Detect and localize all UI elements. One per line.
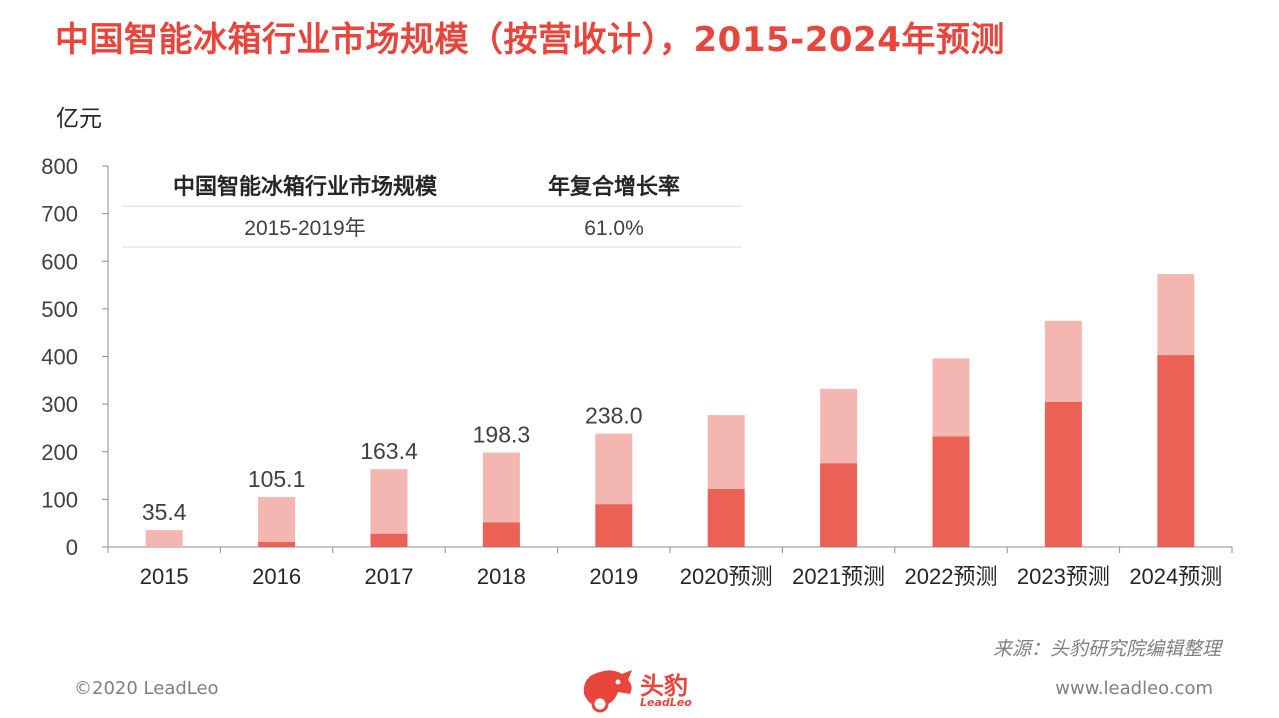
y-tick-label: 500 — [41, 297, 78, 322]
x-tick-label: 2020预测 — [680, 564, 773, 589]
y-axis-label: 亿元 — [56, 105, 102, 131]
bar-segment-upper — [707, 415, 745, 489]
data-label: 163.4 — [360, 438, 418, 464]
data-label: 198.3 — [473, 422, 531, 448]
y-tick-label: 800 — [41, 154, 78, 179]
cagr-header-rate: 年复合增长率 — [548, 174, 680, 199]
y-tick-label: 200 — [41, 440, 78, 465]
x-tick-label: 2017 — [365, 564, 414, 589]
bar-segment-upper — [145, 530, 183, 547]
bar-segment-lower — [1044, 401, 1082, 547]
bar-segment-lower — [258, 541, 296, 547]
page-title: 中国智能冰箱行业市场规模（按营收计），2015-2024年预测 — [55, 20, 1005, 60]
copyright-text: ©2020 LeadLeo — [74, 678, 219, 699]
bar-segment-upper — [258, 496, 296, 542]
x-tick-label: 2016 — [252, 564, 301, 589]
x-tick-label: 2015 — [140, 564, 189, 589]
data-label: 35.4 — [142, 499, 187, 525]
bar-segment-upper — [820, 388, 858, 464]
source-note: 来源：头豹研究院编辑整理 — [992, 638, 1221, 660]
y-tick-label: 0 — [66, 535, 78, 560]
bar-segment-lower — [820, 463, 858, 547]
bar-segment-upper — [482, 452, 520, 523]
bar-segment-lower — [707, 488, 745, 547]
bar-segment-lower — [1157, 355, 1195, 547]
cagr-period: 2015-2019年 — [244, 217, 365, 240]
y-tick-label: 100 — [41, 487, 78, 512]
x-tick-label: 2022预测 — [905, 564, 998, 589]
y-tick-label: 600 — [41, 249, 78, 274]
bar-segment-lower — [595, 504, 633, 547]
cagr-table-bg — [122, 168, 742, 248]
y-tick-label: 400 — [41, 345, 78, 370]
data-label: 238.0 — [585, 403, 643, 429]
bar-segment-lower — [370, 533, 408, 547]
logo-name: 头豹 — [640, 672, 688, 700]
bar-segment-lower — [482, 522, 520, 547]
bar-segment-lower — [932, 436, 970, 547]
leopard-icon — [583, 670, 632, 713]
bar-segment-upper — [1157, 274, 1195, 356]
x-tick-label: 2024预测 — [1129, 564, 1222, 589]
data-label: 105.1 — [248, 466, 306, 492]
x-tick-label: 2023预测 — [1017, 564, 1110, 589]
x-tick-label: 2019 — [589, 564, 638, 589]
cagr-value: 61.0% — [584, 217, 644, 240]
website-link[interactable]: www.leadleo.com — [1055, 678, 1213, 699]
x-tick-label: 2018 — [477, 564, 526, 589]
logo-subtitle: LeadLeo — [640, 696, 692, 709]
brand-logo: 头豹 LeadLeo — [578, 664, 708, 714]
bar-segment-upper — [932, 358, 970, 437]
y-tick-label: 700 — [41, 202, 78, 227]
bar-segment-upper — [370, 469, 408, 534]
cagr-header-market: 中国智能冰箱行业市场规模 — [173, 174, 438, 199]
x-tick-label: 2021预测 — [792, 564, 885, 589]
bar-segment-upper — [595, 433, 633, 505]
y-tick-label: 300 — [41, 392, 78, 417]
bar-segment-upper — [1044, 320, 1082, 402]
